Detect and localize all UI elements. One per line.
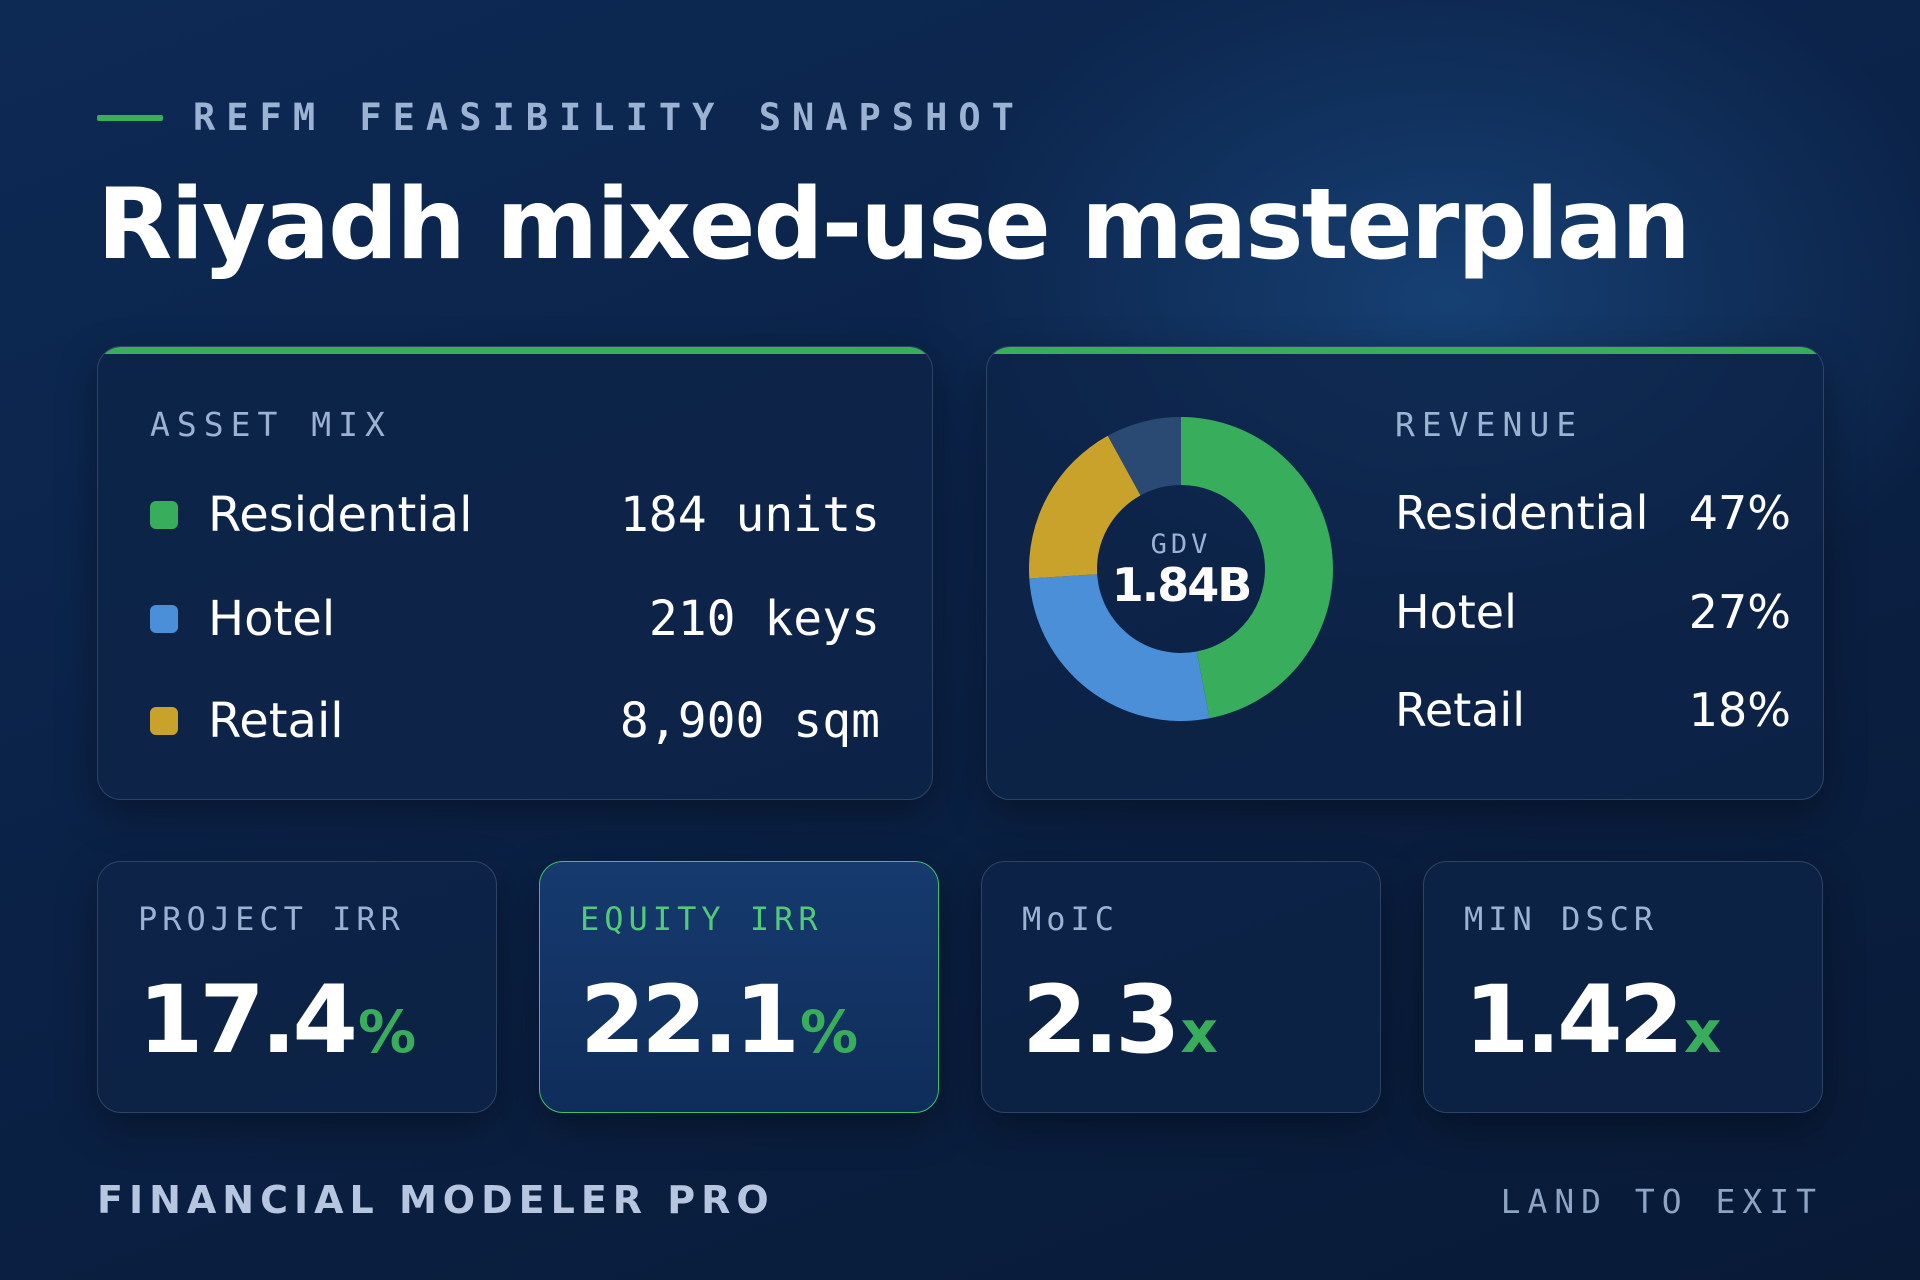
revenue-pct: 18% bbox=[1688, 683, 1791, 737]
card-accent-bar bbox=[98, 347, 932, 354]
kpi-number: 22.1 bbox=[580, 966, 800, 1075]
revenue-row-retail: Retail 18% bbox=[1395, 680, 1791, 740]
kpi-value: 17.4% bbox=[138, 974, 416, 1068]
kpi-number: 17.4 bbox=[138, 966, 358, 1075]
kpi-label: EQUITY IRR bbox=[580, 900, 823, 938]
revenue-pct: 47% bbox=[1688, 486, 1791, 540]
kpi-unit: % bbox=[799, 998, 859, 1066]
eyebrow: REFM FEASIBILITY SNAPSHOT bbox=[97, 96, 1025, 139]
donut-slice-retail bbox=[1029, 435, 1141, 579]
residential-swatch bbox=[150, 501, 178, 529]
revenue-row-hotel: Hotel 27% bbox=[1395, 582, 1791, 642]
donut-center-value: 1.84B bbox=[1112, 558, 1251, 612]
kpi-unit: x bbox=[1683, 998, 1722, 1066]
revenue-name: Retail bbox=[1395, 683, 1525, 737]
kpi-label: MIN DSCR bbox=[1464, 900, 1659, 938]
revenue-name: Residential bbox=[1395, 486, 1649, 540]
card-accent-bar bbox=[987, 347, 1823, 354]
revenue-row-residential: Residential 47% bbox=[1395, 483, 1791, 543]
asset-mix-name: Hotel bbox=[208, 591, 336, 647]
kpi-card-project-irr: PROJECT IRR 17.4% bbox=[97, 861, 497, 1113]
donut-center-label: GDV bbox=[1151, 529, 1212, 560]
kpi-label: PROJECT IRR bbox=[138, 900, 405, 938]
asset-mix-value: 184 units bbox=[619, 487, 880, 543]
asset-mix-label: ASSET MIX bbox=[150, 405, 392, 444]
footer-tagline: LAND TO EXIT bbox=[1500, 1182, 1823, 1221]
revenue-pct: 27% bbox=[1688, 585, 1791, 639]
asset-mix-name: Residential bbox=[208, 487, 473, 543]
asset-mix-value: 8,900 sqm bbox=[619, 693, 880, 749]
asset-mix-value: 210 keys bbox=[648, 591, 880, 647]
kpi-card-equity-irr: EQUITY IRR 22.1% bbox=[539, 861, 939, 1113]
kpi-card-moic: MoIC 2.3x bbox=[981, 861, 1381, 1113]
kpi-value: 22.1% bbox=[580, 974, 858, 1068]
kpi-value: 2.3x bbox=[1022, 974, 1218, 1068]
donut-slice-residential bbox=[1181, 417, 1333, 719]
asset-mix-name: Retail bbox=[208, 693, 344, 749]
eyebrow-text: REFM FEASIBILITY SNAPSHOT bbox=[193, 96, 1025, 139]
hotel-swatch bbox=[150, 605, 178, 633]
eyebrow-accent-bar bbox=[97, 114, 163, 121]
kpi-label: MoIC bbox=[1022, 900, 1120, 938]
kpi-number: 1.42 bbox=[1464, 966, 1684, 1075]
footer-brand: FINANCIAL MODELER PRO bbox=[97, 1178, 775, 1222]
donut-slice-other bbox=[1107, 417, 1181, 496]
kpi-value: 1.42x bbox=[1464, 974, 1721, 1068]
revenue-name: Hotel bbox=[1395, 585, 1517, 639]
asset-mix-row-residential: Residential 184 units bbox=[150, 485, 880, 545]
revenue-label: REVENUE bbox=[1395, 405, 1584, 444]
revenue-card: GDV 1.84B REVENUE Residential 47% Hotel … bbox=[986, 346, 1824, 800]
donut-slice-hotel bbox=[1029, 574, 1210, 721]
kpi-unit: % bbox=[357, 998, 417, 1066]
revenue-donut-chart: GDV 1.84B bbox=[1029, 417, 1333, 721]
kpi-number: 2.3 bbox=[1022, 966, 1181, 1075]
kpi-unit: x bbox=[1180, 998, 1218, 1066]
asset-mix-row-retail: Retail 8,900 sqm bbox=[150, 691, 880, 751]
asset-mix-row-hotel: Hotel 210 keys bbox=[150, 589, 880, 649]
asset-mix-card: ASSET MIX Residential 184 units Hotel 21… bbox=[97, 346, 933, 800]
kpi-card-min-dscr: MIN DSCR 1.42x bbox=[1423, 861, 1823, 1113]
retail-swatch bbox=[150, 707, 178, 735]
page-title: Riyadh mixed-use masterplan bbox=[97, 168, 1691, 282]
